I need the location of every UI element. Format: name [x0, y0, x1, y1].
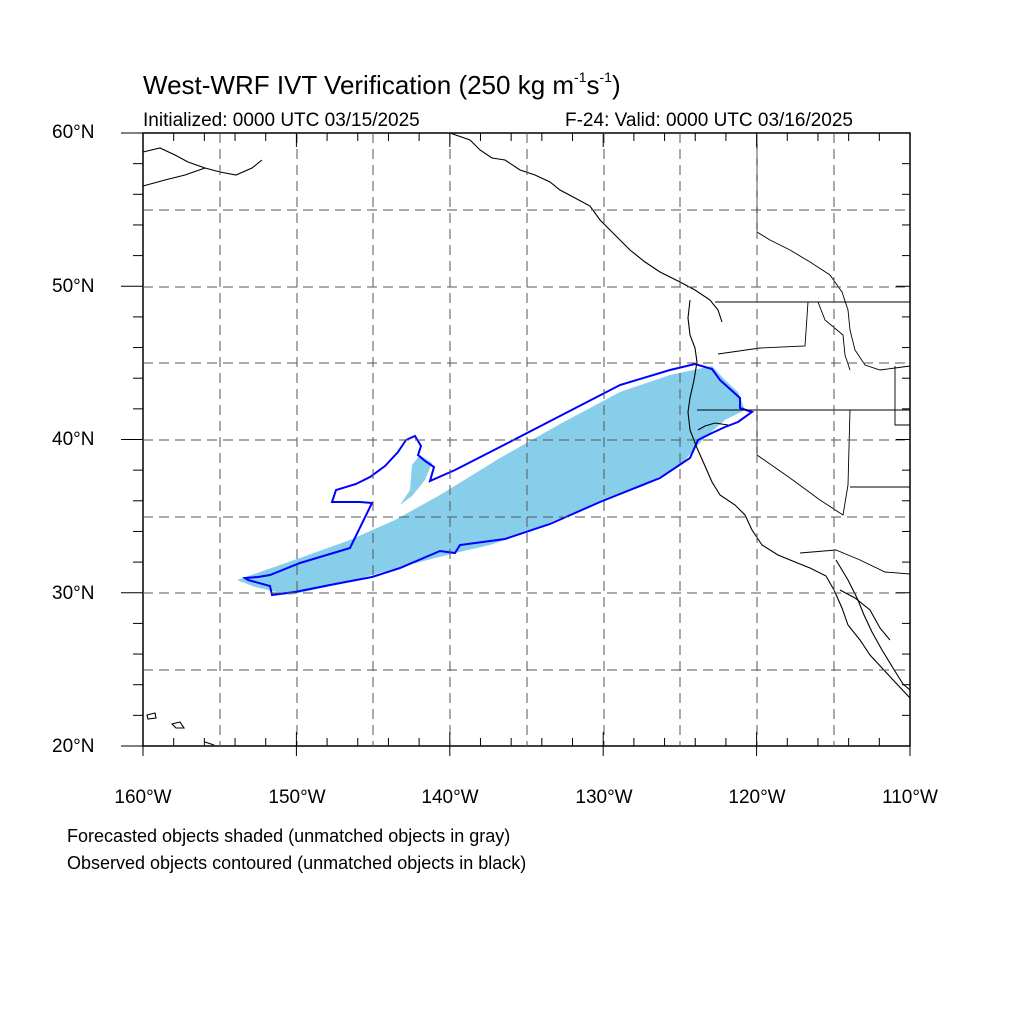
hawaii-islands — [146, 712, 215, 746]
political-boundaries — [697, 133, 911, 575]
observed-ivt-contour — [242, 362, 755, 597]
axis-ticks — [121, 132, 911, 756]
lon-label-160w: 160°W — [114, 787, 172, 808]
graticule — [143, 133, 910, 746]
valid-time: F-24: Valid: 0000 UTC 03/16/2025 — [565, 110, 853, 131]
legend-forecast-note: Forecasted objects shaded (unmatched obj… — [67, 826, 511, 846]
lat-label-30: 30°N — [52, 583, 95, 604]
lon-label-140w: 140°W — [421, 787, 479, 808]
lon-label-130w: 130°W — [575, 787, 633, 808]
sf-bay — [697, 422, 729, 431]
lon-label-110w: 110°W — [882, 787, 938, 808]
forecast-ivt-object-tail — [400, 455, 432, 505]
north-pacific-coast-west-2 — [142, 167, 206, 187]
alaska-coast — [449, 132, 723, 323]
forecast-ivt-object — [237, 366, 745, 595]
map-title: West-WRF IVT Verification (250 kg m-1s-1… — [143, 69, 621, 100]
initialized-time: Initialized: 0000 UTC 03/15/2025 — [143, 110, 420, 131]
north-pacific-coast-west — [142, 147, 263, 176]
lon-label-150w: 150°W — [268, 787, 326, 808]
lat-label-20: 20°N — [52, 736, 95, 757]
legend-observed-note: Observed objects contoured (unmatched ob… — [67, 853, 527, 873]
gulf-of-california — [839, 589, 891, 641]
lat-label-60: 60°N — [52, 122, 95, 143]
lat-label-50: 50°N — [52, 276, 95, 297]
baja-coast — [835, 559, 911, 691]
lat-label-40: 40°N — [52, 429, 95, 450]
us-west-coast — [687, 299, 911, 699]
lon-label-120w: 120°W — [728, 787, 786, 808]
